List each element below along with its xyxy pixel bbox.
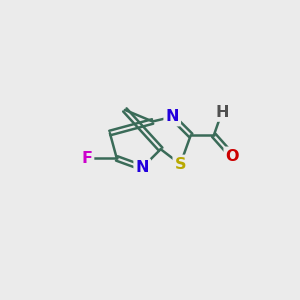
Text: H: H [215,105,229,120]
Text: O: O [226,148,239,164]
Text: N: N [166,109,179,124]
Text: F: F [81,151,92,166]
Text: N: N [136,160,149,175]
Text: S: S [175,157,186,172]
